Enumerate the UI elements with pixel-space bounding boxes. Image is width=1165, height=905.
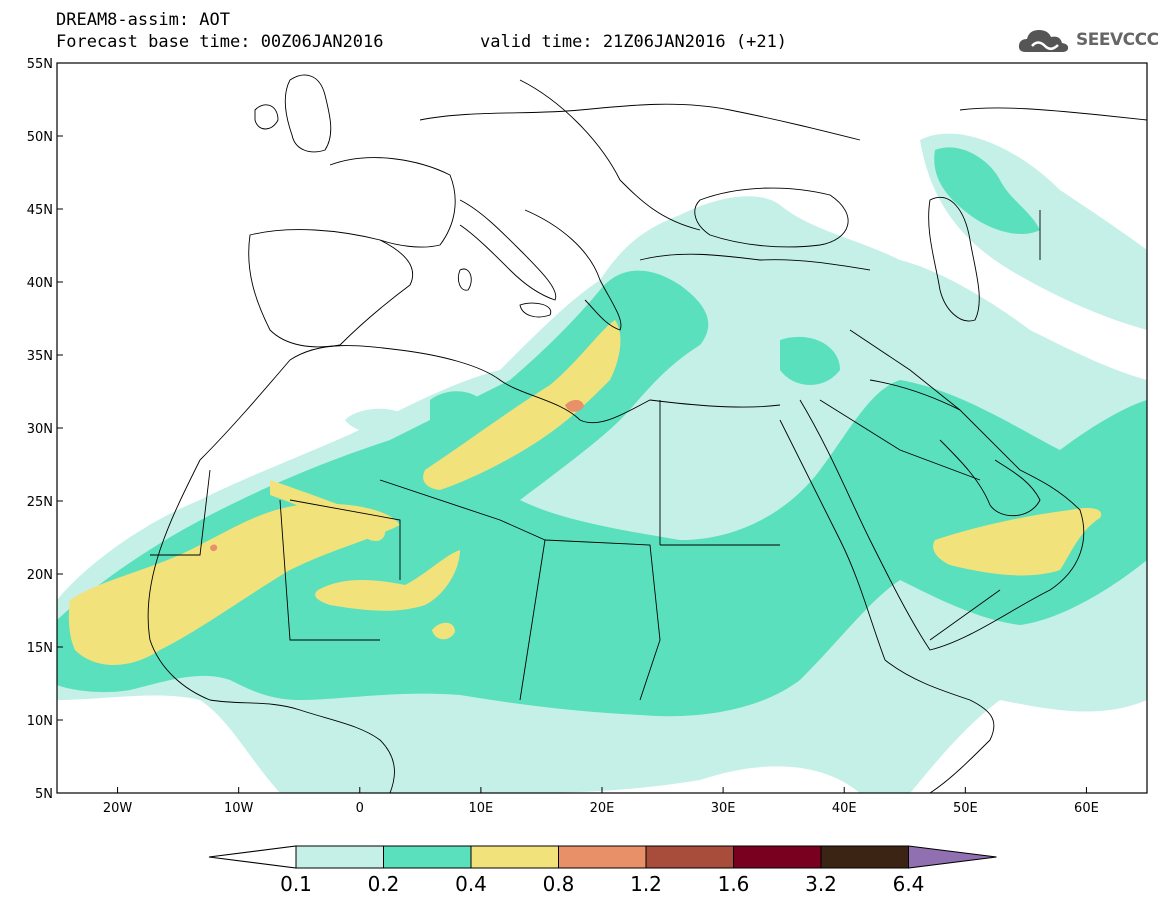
colorbar-label: 0.8 [542, 872, 575, 896]
lat-tick-label: 50N [27, 130, 53, 145]
lon-tick-label: 40E [832, 801, 857, 816]
lon-tick-label: 20E [590, 801, 615, 816]
logo-text: SEEVCCC [1076, 30, 1159, 50]
colorbar-segment [820, 845, 909, 869]
colorbar-label: 0.4 [455, 872, 487, 896]
map-title: DREAM8-assim: AOT [56, 10, 230, 30]
colorbar-segment [645, 845, 734, 869]
colorbar [208, 845, 997, 869]
colorbar-label: 0.1 [280, 872, 312, 896]
axis-ticks: 20W 10W 0 10E 20E 30E 40E 50E 60E 55N 50N 45N 40N 35N… [27, 57, 1099, 816]
lon-tick-label: 0 [356, 801, 364, 816]
colorbar-label: 3.2 [805, 872, 837, 896]
colorbar-over-arrow [908, 845, 997, 869]
lat-tick-label: 30N [27, 422, 53, 437]
seevccc-logo: SEEVCCC [1018, 26, 1159, 56]
colorbar-label: 1.6 [717, 872, 750, 896]
cloud-icon [1018, 30, 1069, 52]
aot-layer-veryhigh [210, 399, 584, 552]
valid-time: valid time: 21Z06JAN2016 (+21) [480, 32, 788, 52]
colorbar-segment [470, 845, 559, 869]
lat-tick-label: 5N [35, 787, 53, 802]
aot-layer-high [68, 320, 1102, 665]
colorbar-segment [733, 845, 822, 869]
lon-tick-label: 60E [1074, 801, 1099, 816]
lat-tick-label: 25N [27, 495, 53, 510]
lat-tick-label: 10N [27, 714, 53, 729]
lat-tick-label: 15N [27, 641, 53, 656]
colorbar-segment [383, 845, 472, 869]
lon-tick-label: 30E [711, 801, 736, 816]
colorbar-segment [295, 845, 384, 869]
lon-tick-label: 10W [224, 801, 254, 816]
lon-tick-label: 10E [469, 801, 494, 816]
coastlines [147, 74, 1147, 793]
lat-tick-label: 45N [27, 203, 53, 218]
forecast-base-time: Forecast base time: 00Z06JAN2016 [56, 32, 384, 52]
lon-tick-label: 50E [953, 801, 978, 816]
colorbar-segment [558, 845, 647, 869]
colorbar-label: 0.2 [367, 872, 400, 896]
lat-tick-label: 55N [27, 57, 53, 72]
lon-tick-label: 20W [103, 801, 133, 816]
colorbar-label: 1.2 [630, 872, 662, 896]
lat-tick-label: 40N [27, 276, 53, 291]
colorbar-under-arrow [208, 845, 297, 869]
lat-tick-label: 20N [27, 568, 53, 583]
lat-tick-label: 35N [27, 349, 53, 364]
colorbar-label: 6.4 [892, 872, 925, 896]
